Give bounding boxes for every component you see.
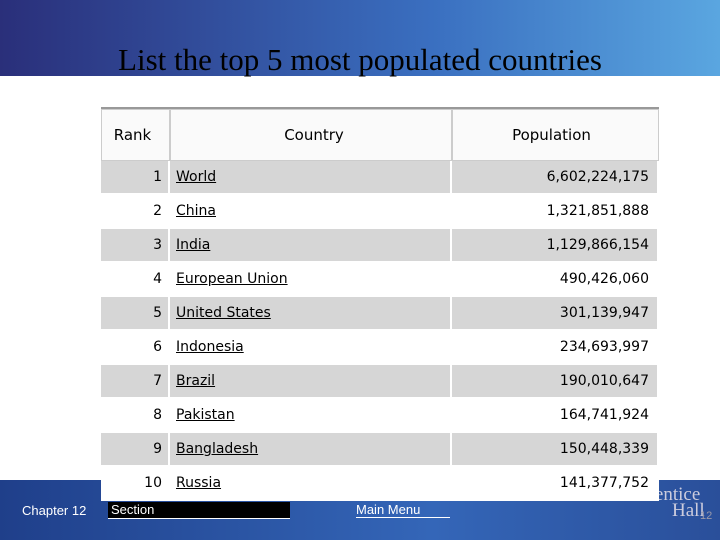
table-row: 1 World 6,602,224,175 [101, 161, 659, 195]
header-band [0, 0, 720, 76]
page-number: 12 [700, 510, 713, 522]
table-cell: 5 [101, 297, 170, 331]
table-cell: 1,321,851,888 [452, 195, 659, 229]
table-row: 2 China 1,321,851,888 [101, 195, 659, 229]
country-link[interactable]: China [176, 203, 216, 219]
table-cell: 7 [101, 365, 170, 399]
country-link[interactable]: Indonesia [176, 339, 244, 355]
column-header: Country [170, 109, 452, 161]
header-row: Rank Country Population [101, 109, 659, 161]
table-cell: European Union [170, 263, 452, 297]
country-link[interactable]: United States [176, 305, 271, 321]
population-table: Rank Country Population 1 World 6,602,224,175… [101, 107, 659, 501]
table-cell: 150,448,339 [452, 433, 659, 467]
table-cell: United States [170, 297, 452, 331]
table-cell: 10 [101, 467, 170, 501]
table-row: 9 Bangladesh 150,448,339 [101, 433, 659, 467]
country-link[interactable]: Russia [176, 475, 222, 491]
table-cell: 490,426,060 [452, 263, 659, 297]
table-row: 4 European Union 490,426,060 [101, 263, 659, 297]
table-cell: 141,377,752 [452, 467, 659, 501]
table-cell: 190,010,647 [452, 365, 659, 399]
table-cell: 8 [101, 399, 170, 433]
table-cell: 9 [101, 433, 170, 467]
country-link[interactable]: Bangladesh [176, 441, 259, 457]
table-cell: Pakistan [170, 399, 452, 433]
country-link[interactable]: European Union [176, 271, 288, 287]
table-row: 5 United States 301,139,947 [101, 297, 659, 331]
logo-line: Hall [672, 500, 705, 521]
table-cell: 1,129,866,154 [452, 229, 659, 263]
table-cell: 1 [101, 161, 170, 195]
country-link[interactable]: Pakistan [176, 407, 235, 423]
table-cell: 6 [101, 331, 170, 365]
column-header: Population [452, 109, 659, 161]
main-menu-button[interactable]: Main Menu [356, 502, 450, 518]
table-cell: 2 [101, 195, 170, 229]
table-row: 8 Pakistan 164,741,924 [101, 399, 659, 433]
table-cell: 4 [101, 263, 170, 297]
table-cell: 301,139,947 [452, 297, 659, 331]
slide-title: List the top 5 most populated countries [118, 42, 602, 77]
column-header: Rank [101, 109, 170, 161]
table-cell: World [170, 161, 452, 195]
table-cell: 164,741,924 [452, 399, 659, 433]
chapter-label: Chapter 12 [22, 503, 87, 518]
table-cell: India [170, 229, 452, 263]
table-cell: Bangladesh [170, 433, 452, 467]
table-row: 10 Russia 141,377,752 [101, 467, 659, 501]
table-cell: 3 [101, 229, 170, 263]
table-cell: 234,693,997 [452, 331, 659, 365]
country-link[interactable]: Brazil [176, 373, 216, 389]
table-row: 7 Brazil 190,010,647 [101, 365, 659, 399]
table-cell: Indonesia [170, 331, 452, 365]
table-row: 3 India 1,129,866,154 [101, 229, 659, 263]
table-row: 6 Indonesia 234,693,997 [101, 331, 659, 365]
table-cell: 6,602,224,175 [452, 161, 659, 195]
section-button[interactable]: Section [108, 502, 290, 519]
table-cell: Russia [170, 467, 452, 501]
table-cell: China [170, 195, 452, 229]
country-link[interactable]: India [176, 237, 211, 253]
table-cell: Brazil [170, 365, 452, 399]
country-link[interactable]: World [176, 169, 217, 185]
